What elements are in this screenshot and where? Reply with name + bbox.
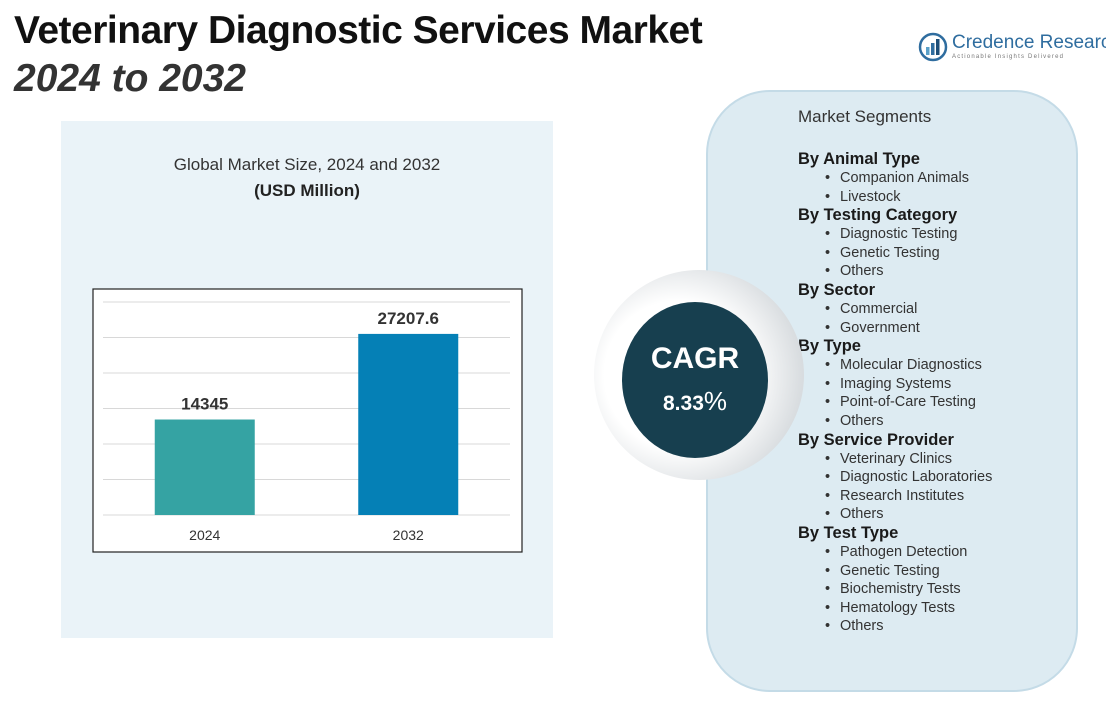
logo-tagline: Actionable Insights Delivered bbox=[952, 54, 1065, 60]
chart-title: Global Market Size, 2024 and 2032 bbox=[173, 155, 441, 174]
segment-item: Others bbox=[798, 617, 1088, 636]
chart-unit-label: (USD Million) bbox=[254, 181, 360, 200]
segment-group-title: By Animal Type bbox=[798, 150, 920, 168]
chart-panel: Global Market Size, 2024 and 2032 (USD M… bbox=[61, 121, 553, 638]
segment-item: Pathogen Detection bbox=[798, 543, 1088, 562]
bar-value-label: 14345 bbox=[181, 395, 228, 414]
page-subtitle: 2024 to 2032 bbox=[14, 57, 247, 100]
segment-item: Others bbox=[798, 505, 1088, 524]
segments-list: By Animal TypeCompanion AnimalsLivestock… bbox=[798, 150, 1088, 636]
bar-value-label: 27207.6 bbox=[378, 309, 439, 328]
bar-chart-logo-icon bbox=[918, 32, 948, 62]
segment-group-title: By Service Provider bbox=[798, 430, 954, 449]
cagr-percent-sign: % bbox=[703, 386, 727, 416]
brand-logo: Credence Research Actionable Insights De… bbox=[918, 30, 1106, 70]
segment-item: Others bbox=[798, 262, 1088, 281]
bar-2032 bbox=[358, 333, 459, 515]
segment-item: Research Institutes bbox=[798, 487, 1088, 506]
segment-group-title: By Testing Category bbox=[798, 206, 958, 225]
cagr-value: 8.33% bbox=[622, 386, 768, 417]
segment-item: Imaging Systems bbox=[798, 375, 1088, 394]
segment-item: Diagnostic Testing bbox=[798, 225, 1088, 244]
segment-item: Government bbox=[798, 319, 1088, 338]
segment-item: Molecular Diagnostics bbox=[798, 356, 1088, 375]
segments-heading: Market Segments bbox=[798, 107, 932, 126]
page-title: Veterinary Diagnostic Services Market bbox=[14, 9, 703, 52]
segment-group-title: By Type bbox=[798, 337, 861, 356]
segment-item: Veterinary Clinics bbox=[798, 450, 1088, 469]
segment-item: Commercial bbox=[798, 300, 1088, 319]
segment-item: Diagnostic Laboratories bbox=[798, 468, 1088, 487]
segment-item: Livestock bbox=[798, 188, 1088, 207]
x-tick-label: 2024 bbox=[189, 527, 220, 543]
bar-chart: 14345 2024 27207.6 2032 bbox=[92, 288, 523, 553]
cagr-number: 8.33 bbox=[663, 392, 704, 415]
segment-group-title: By Sector bbox=[798, 280, 876, 299]
segment-item: Others bbox=[798, 412, 1088, 431]
segment-group-title: By Test Type bbox=[798, 523, 899, 542]
cagr-badge bbox=[622, 302, 768, 458]
segment-item: Point-of-Care Testing bbox=[798, 393, 1088, 412]
segment-item: Hematology Tests bbox=[798, 599, 1088, 618]
logo-name: Credence Research bbox=[952, 32, 1106, 53]
segment-item: Genetic Testing bbox=[798, 244, 1088, 263]
x-tick-label: 2032 bbox=[393, 527, 424, 543]
bar-2024 bbox=[154, 419, 255, 515]
segment-item: Biochemistry Tests bbox=[798, 580, 1088, 599]
segment-item: Companion Animals bbox=[798, 169, 1088, 188]
cagr-label: CAGR bbox=[650, 342, 740, 375]
segment-item: Genetic Testing bbox=[798, 562, 1088, 581]
